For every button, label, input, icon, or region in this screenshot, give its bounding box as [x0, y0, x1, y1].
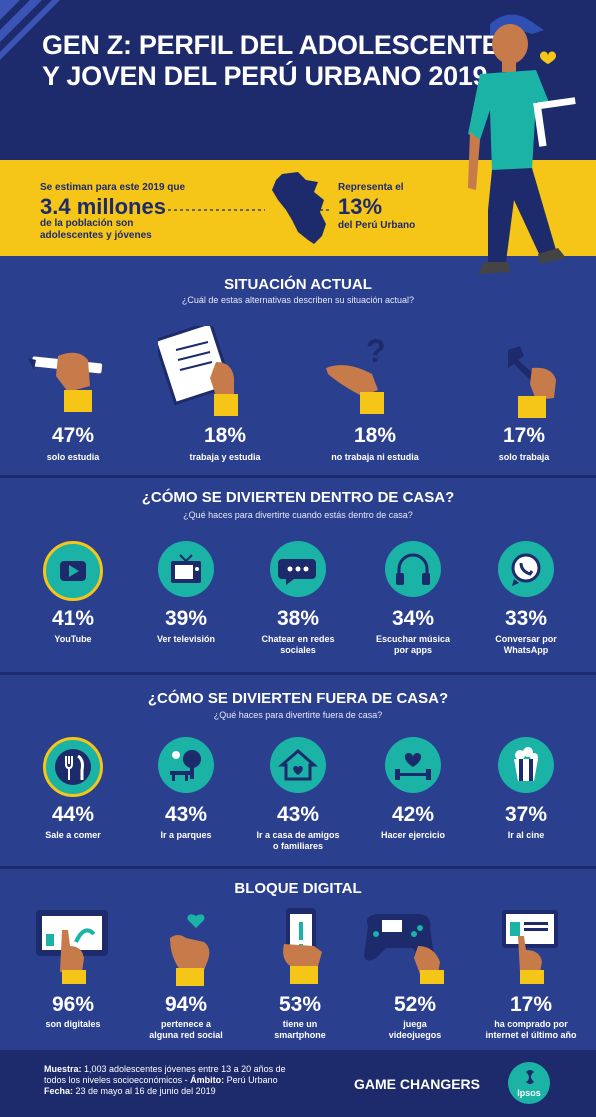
situacion-title: SITUACIÓN ACTUAL [224, 276, 372, 293]
digital-pct-3: 53% [278, 993, 322, 1016]
ipsos-logo: Ipsos [508, 1062, 550, 1104]
band-left-rest: de la población son adolescentes y jóven… [40, 218, 152, 241]
band-right-big: 13% [338, 194, 383, 219]
headphones-icon [385, 541, 441, 597]
band-right-rest: del Perú Urbano [338, 220, 416, 231]
popcorn-icon [498, 737, 554, 793]
fuera-pct-1: 44% [51, 803, 95, 826]
dentro-label-3: Chatear en redes sociales [261, 634, 335, 655]
dentro-pct-1: 41% [51, 607, 95, 630]
dentro-label-4: Escuchar música por apps [375, 634, 451, 655]
shopping-hand-icon [502, 910, 558, 984]
brand-text: GAME CHANGERS [354, 1076, 481, 1092]
tablet-hand-icon [36, 910, 108, 984]
band-left-intro: Se estiman para este 2019 que [40, 182, 186, 193]
fuera-label-1: Sale a comer [45, 830, 101, 840]
dentro-pct-4: 34% [391, 607, 435, 630]
fuera-pct-3: 43% [276, 803, 320, 826]
tv-icon [158, 541, 214, 597]
situacion-subtitle: ¿Cuál de estas alternativas describen su… [181, 295, 415, 305]
digital-title: BLOQUE DIGITAL [234, 880, 362, 897]
corner-stripes-decoration [0, 0, 60, 60]
smartphone-hand-icon [283, 908, 322, 984]
fuera-label-4: Hacer ejercicio [380, 830, 446, 840]
digital-label-2: pertenece a alguna red social [149, 1019, 223, 1040]
svg-text:?: ? [366, 333, 386, 369]
dashed-connector [168, 209, 332, 211]
whatsapp-icon [498, 541, 554, 597]
situacion-pct-4: 17% [502, 424, 546, 447]
situacion-label-4: solo trabaja [498, 452, 550, 462]
house-heart-icon [270, 737, 326, 793]
wrench-hand-icon [508, 346, 556, 418]
situacion-label-2: trabaja y estudia [189, 452, 261, 462]
fuera-pct-5: 37% [504, 803, 548, 826]
dentro-label-5: Conversar por WhatsApp [495, 634, 557, 655]
band-left-big: 3.4 millones [40, 194, 166, 219]
dentro-title: ¿CÓMO SE DIVIERTEN DENTRO DE CASA? [141, 489, 455, 506]
clipboard-hand-icon [158, 326, 238, 416]
digital-label-3: tiene un smartphone [274, 1019, 326, 1040]
fuera-label-3: Ir a casa de amigos o familiares [256, 830, 340, 851]
like-hand-icon [170, 914, 210, 986]
dentro-pct-5: 33% [504, 607, 548, 630]
digital-pct-5: 17% [509, 993, 553, 1016]
digital-label-4: juega videojuegos [388, 1019, 442, 1040]
peru-map-icon [272, 172, 326, 244]
cutlery-icon [43, 737, 103, 797]
chat-icon [270, 541, 326, 597]
situacion-pct-1: 47% [51, 424, 95, 447]
digital-pct-2: 94% [164, 993, 208, 1016]
digital-pct-4: 52% [393, 993, 437, 1016]
dentro-pct-2: 39% [164, 607, 208, 630]
situacion-pct-2: 18% [203, 424, 247, 447]
park-icon [158, 737, 214, 793]
fuera-label-5: Ir al cine [507, 830, 545, 840]
fuera-label-2: Ir a parques [160, 830, 212, 840]
fuera-pct-4: 42% [391, 803, 435, 826]
fuera-title: ¿CÓMO SE DIVIERTEN FUERA DE CASA? [147, 690, 449, 707]
pencil-hand-icon [28, 352, 103, 412]
dentro-pct-3: 38% [276, 607, 320, 630]
gamepad-hand-icon [364, 914, 444, 984]
dumbbell-heart-icon [385, 737, 441, 793]
section-divider [0, 672, 596, 675]
digital-pct-1: 96% [51, 993, 95, 1016]
youtube-icon [43, 541, 103, 601]
band-right-intro: Representa el [338, 182, 404, 193]
dentro-label-1: YouTube [54, 634, 92, 644]
fuera-pct-2: 43% [164, 803, 208, 826]
section-divider [0, 475, 596, 478]
question-hand-icon: ? [326, 333, 386, 414]
page-title: GEN Z: PERFIL DEL ADOLESCENTE Y JOVEN DE… [42, 30, 500, 91]
digital-label-5: ha comprado por internet el último año [485, 1019, 577, 1040]
situacion-label-3: no trabaja ni estudia [331, 452, 419, 462]
footer: Muestra: 1,003 adolescentes jóvenes entr… [0, 1050, 596, 1117]
dentro-label-2: Ver televisión [156, 634, 216, 644]
situacion-label-1: solo estudia [46, 452, 100, 462]
footer-notes: Muestra: 1,003 adolescentes jóvenes entr… [44, 1064, 286, 1096]
teen-character-illustration [468, 14, 585, 274]
section-divider [0, 866, 596, 869]
dentro-subtitle: ¿Qué haces para divertirte cuando estás … [183, 510, 413, 520]
fuera-subtitle: ¿Qué haces para divertirte fuera de casa… [213, 710, 383, 720]
digital-label-1: son digitales [45, 1019, 101, 1029]
situacion-pct-3: 18% [353, 424, 397, 447]
